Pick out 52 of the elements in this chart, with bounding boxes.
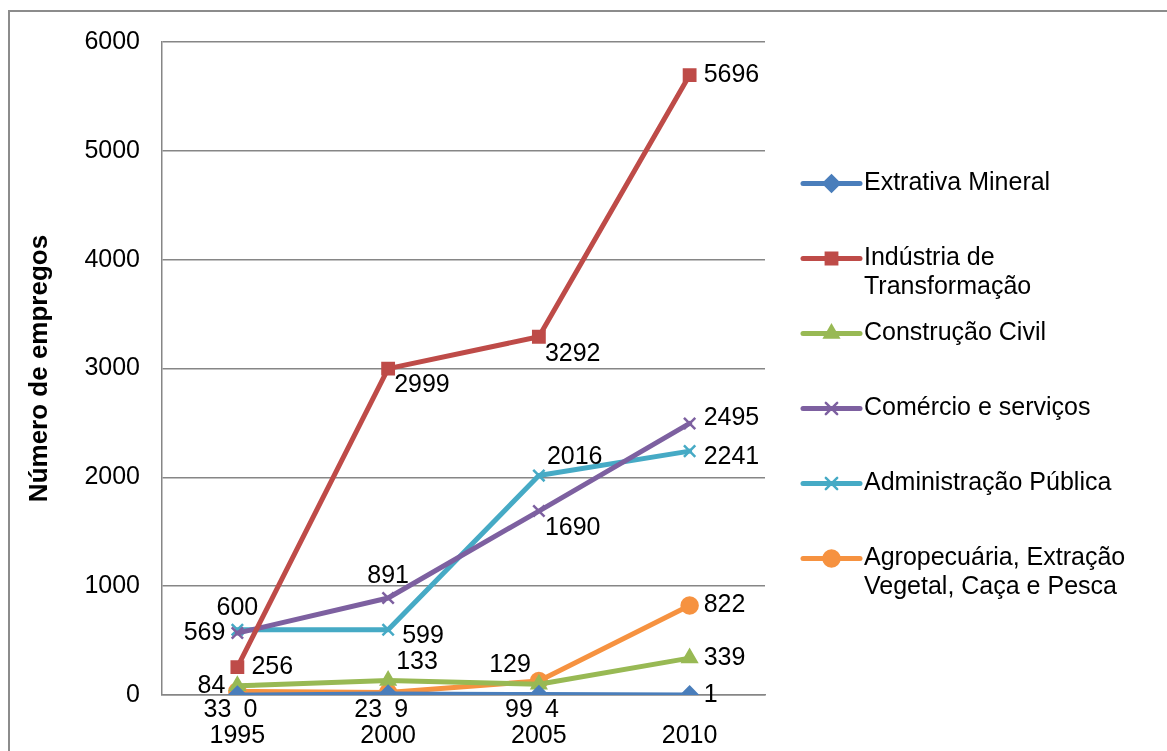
point [682,416,697,431]
x-tick-label: 2000 [360,719,416,748]
y-tick-label: 6000 [84,25,140,54]
y-tick-label: 4000 [84,243,140,272]
point [381,622,396,637]
data-label: 129 [489,648,531,677]
data-label: 2016 [546,441,603,470]
point [680,596,699,615]
data-label: 891 [367,559,409,588]
legend-label: Comércio e serviços [864,392,1091,421]
x-tick-label: 2010 [661,719,718,748]
y-tick-label: 3000 [84,352,140,381]
y-axis-title: Número de empregos [22,234,53,503]
data-label: 256 [251,651,294,680]
point [531,504,546,518]
legend-label: Agropecuária, Extração Vegetal, Caça e Pesca [864,542,1126,600]
data-label: 2495 [703,402,760,431]
legend-label: Construção Civil [864,317,1047,346]
point [531,468,546,483]
point [682,444,697,459]
y-tick-label: 5000 [84,134,140,163]
point [379,671,397,686]
point [681,648,698,664]
data-label: 339 [703,642,746,670]
y-tick-label: 1000 [84,570,140,599]
data-label: 9 [394,693,409,722]
point [230,626,245,640]
data-label: 1690 [544,511,601,540]
point [230,660,245,675]
y-tick-label: 2000 [84,461,140,490]
point [531,329,546,344]
data-label: 599 [402,619,444,648]
legend-label: Indústria de Transformação [864,242,1032,300]
point [381,361,396,376]
legend-label: Extrativa Mineral [864,167,1051,196]
data-label: 2999 [394,369,450,398]
point [381,591,396,605]
x-tick-label: 2005 [511,719,567,748]
data-label: 99 [505,693,533,722]
data-label: 133 [396,646,438,675]
data-label: 23 [354,693,383,722]
data-label: 3292 [544,337,601,366]
y-tick-label: 0 [126,678,140,707]
data-label: 5696 [703,58,760,87]
x-tick-label: 1995 [209,719,266,748]
point [682,68,697,82]
data-label: 2241 [703,441,760,469]
legend-label: Administração Pública [864,467,1112,496]
data-label: 1 [703,678,718,707]
data-label: 4 [544,693,559,722]
data-label: 0 [243,693,258,722]
data-label: 822 [703,589,746,618]
